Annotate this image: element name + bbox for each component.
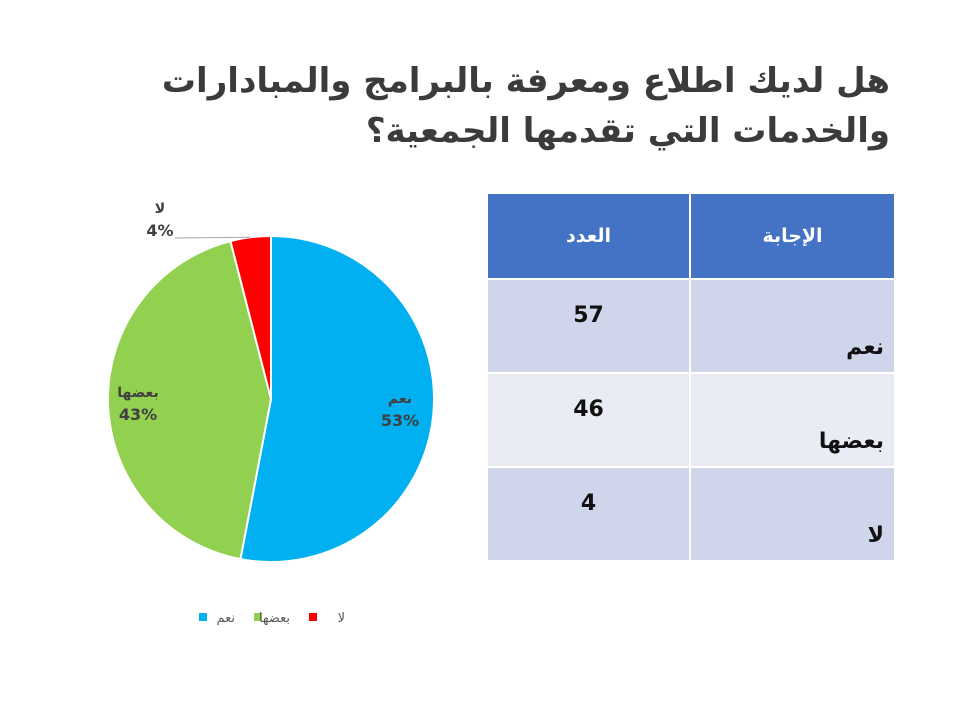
- table-row: 4 لا: [486, 466, 896, 562]
- table-cell-answer: لا: [689, 466, 896, 562]
- table-cell-answer: نعم: [689, 278, 896, 374]
- table-row: 57 نعم: [486, 278, 896, 374]
- slide-title: هل لديك اطلاع ومعرفة بالبرامج والمبادارا…: [161, 61, 890, 151]
- legend-label: بعضها: [259, 611, 290, 626]
- slice-percent-label: 53%: [381, 411, 419, 430]
- slice-percent-label: 4%: [146, 221, 173, 240]
- legend-label: نعم: [216, 611, 235, 626]
- slice-category-label: لا: [155, 201, 165, 217]
- count-value: 46: [573, 396, 604, 422]
- legend-swatch: [199, 613, 207, 621]
- pie-slice: [107, 239, 273, 561]
- legend-swatch: [254, 613, 262, 621]
- pie-labels: نعم 53% بعضها 43% لا 4%: [117, 201, 419, 430]
- slice-category-label: بعضها: [117, 385, 158, 401]
- header-answer: الإجابة: [689, 192, 896, 280]
- table-cell-count: 46: [486, 372, 691, 468]
- legend-item: لا: [309, 611, 345, 626]
- header-count: العدد: [486, 192, 691, 280]
- legend-label: لا: [338, 611, 345, 626]
- table-cell-count: 57: [486, 278, 691, 374]
- leader-line: [174, 236, 251, 239]
- legend-swatch: [309, 613, 317, 621]
- count-value: 4: [580, 490, 597, 516]
- table-row: 46 بعضها: [486, 372, 896, 468]
- pie-legend: نعم بعضها لا: [199, 611, 345, 626]
- pie-slice: [229, 234, 272, 400]
- table-cell-count: 4: [486, 466, 691, 562]
- legend-item: نعم: [199, 611, 235, 626]
- table-header-row: العدد الإجابة: [486, 192, 896, 280]
- table-cell-answer: بعضها: [689, 372, 896, 468]
- pie-slice: [239, 234, 435, 563]
- slice-percent-label: 43%: [119, 405, 157, 424]
- pie-slices: [107, 234, 435, 563]
- slice-category-label: نعم: [388, 391, 412, 407]
- pie-chart: نعم 53% بعضها 43% لا 4% نعم بعضها لا: [107, 201, 435, 626]
- count-value: 57: [573, 302, 604, 328]
- legend-item: بعضها: [254, 611, 290, 626]
- results-table: العدد الإجابة 57 نعم 46 بعضها 4 لا: [486, 192, 896, 562]
